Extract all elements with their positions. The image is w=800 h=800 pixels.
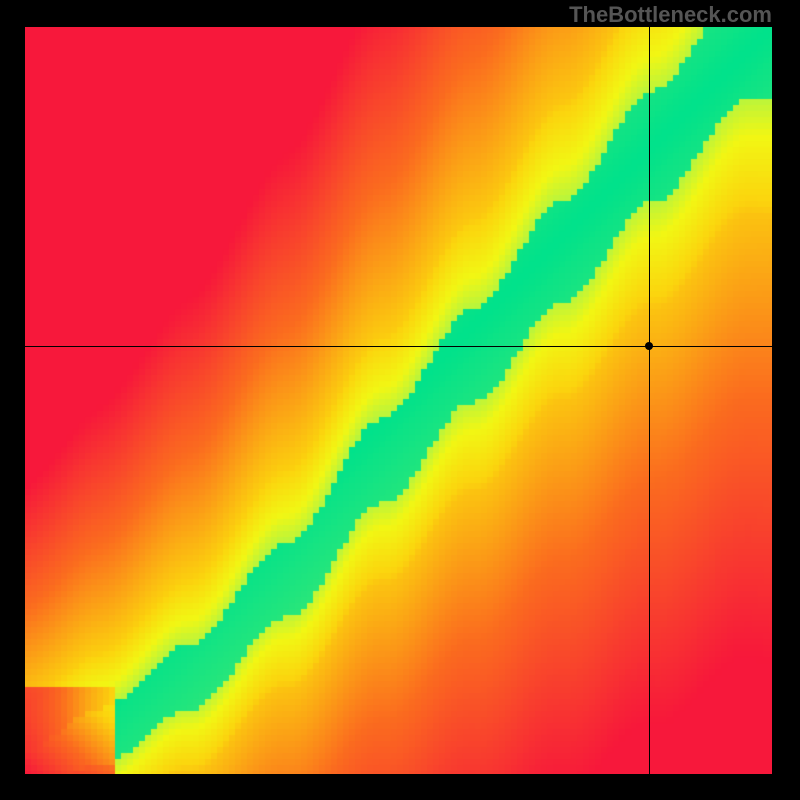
- heatmap-plot: [25, 27, 772, 774]
- watermark-text: TheBottleneck.com: [569, 2, 772, 28]
- heatmap-canvas: [25, 27, 772, 774]
- crosshair-vertical: [649, 27, 650, 774]
- crosshair-horizontal: [25, 346, 772, 347]
- crosshair-marker: [645, 342, 653, 350]
